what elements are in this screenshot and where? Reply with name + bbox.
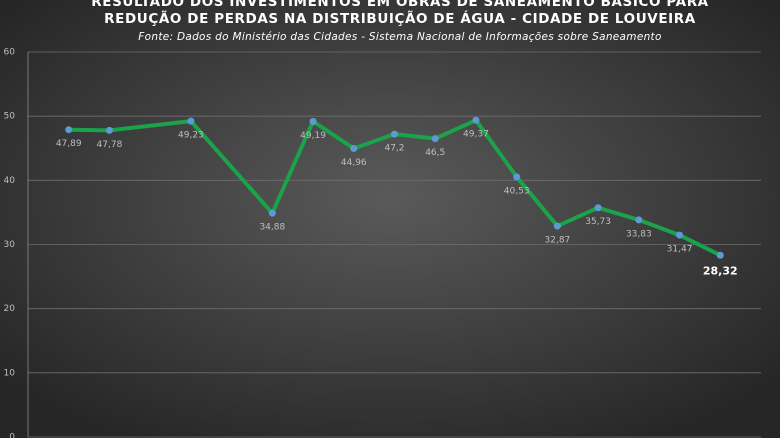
- chart-title: RESULTADO DOS INVESTIMENTOS EM OBRAS DE …: [91, 0, 708, 10]
- y-tick-label: 10: [4, 368, 16, 378]
- marker: [350, 145, 358, 153]
- marker: [635, 216, 643, 224]
- data-label: 49,37: [463, 130, 489, 140]
- marker: [594, 204, 602, 212]
- data-label: 47,78: [97, 140, 123, 150]
- y-tick-label: 60: [4, 48, 16, 58]
- y-tick-label: 50: [4, 112, 16, 122]
- chart-title: REDUÇÃO DE PERDAS NA DISTRIBUIÇÃO DE ÁGU…: [104, 10, 696, 27]
- data-label: 40,53: [504, 186, 530, 196]
- data-label: 44,96: [341, 158, 367, 168]
- data-label: 49,19: [300, 131, 326, 141]
- marker: [676, 231, 684, 239]
- data-label: 47,89: [56, 139, 82, 149]
- marker: [65, 126, 73, 134]
- y-tick-label: 20: [4, 304, 16, 314]
- data-label: 32,87: [545, 236, 571, 246]
- chart-subtitle: Fonte: Dados do Ministério das Cidades -…: [138, 31, 661, 43]
- marker: [513, 173, 521, 181]
- marker: [472, 116, 480, 124]
- y-tick-label: 30: [4, 240, 16, 250]
- data-label: 31,47: [667, 245, 693, 255]
- data-label: 49,23: [178, 131, 204, 141]
- data-label: 47,2: [384, 144, 404, 154]
- data-label: 33,83: [626, 229, 652, 239]
- marker: [716, 251, 724, 259]
- y-tick-label: 0: [9, 433, 15, 438]
- marker: [431, 135, 439, 143]
- marker: [309, 117, 317, 125]
- y-tick-label: 40: [4, 176, 16, 186]
- marker: [391, 130, 398, 138]
- data-label: 46,5: [425, 148, 445, 158]
- data-label: 34,88: [259, 223, 285, 233]
- data-label: 35,73: [585, 217, 611, 227]
- marker: [187, 117, 195, 125]
- marker: [105, 126, 113, 134]
- marker: [553, 222, 561, 230]
- data-label: 28,32: [703, 264, 738, 277]
- marker: [268, 209, 276, 217]
